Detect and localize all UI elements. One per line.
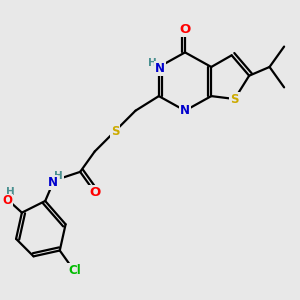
- Text: O: O: [179, 22, 191, 36]
- Text: Cl: Cl: [68, 264, 81, 278]
- Text: S: S: [111, 124, 119, 138]
- Text: O: O: [2, 194, 12, 208]
- Text: H: H: [148, 58, 157, 68]
- Text: N: N: [47, 176, 58, 189]
- Text: O: O: [89, 186, 100, 199]
- Text: N: N: [180, 104, 190, 117]
- Text: H: H: [54, 171, 63, 181]
- Text: H: H: [6, 187, 15, 197]
- Text: N: N: [155, 62, 165, 75]
- Text: S: S: [230, 92, 239, 106]
